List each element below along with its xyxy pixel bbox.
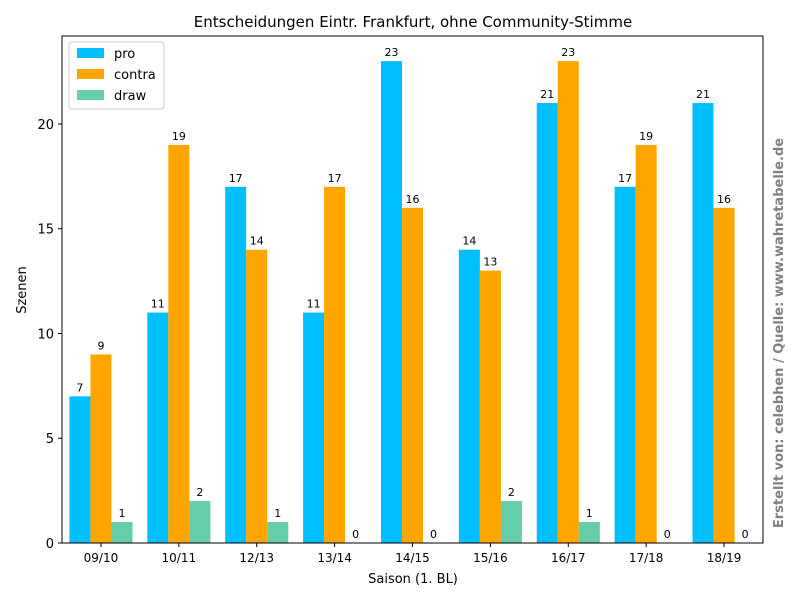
bar-contra-16-17 <box>557 61 579 543</box>
legend-label-contra: contra <box>114 68 156 83</box>
data-label-draw: 1 <box>274 507 281 520</box>
data-label-pro: 7 <box>76 381 83 394</box>
bar-pro-17-18 <box>614 186 636 544</box>
x-tick-label: 13/14 <box>317 551 352 565</box>
y-tick-label: 20 <box>37 118 54 133</box>
y-tick-label: 0 <box>46 537 54 552</box>
bar-contra-12-13 <box>246 249 268 543</box>
bar-pro-12-13 <box>225 186 247 544</box>
bar-contra-13-14 <box>324 186 346 544</box>
data-label-pro: 17 <box>618 172 632 185</box>
legend: pro contra draw <box>68 41 165 110</box>
legend-swatch-draw <box>77 90 104 100</box>
bar-contra-18-19 <box>713 207 735 543</box>
x-tick-label: 16/17 <box>551 551 586 565</box>
data-label-contra: 19 <box>172 130 186 143</box>
bar-draw-09-10 <box>111 522 133 543</box>
y-tick-label: 15 <box>37 223 54 238</box>
chart-title: Entscheidungen Eintr. Frankfurt, ohne Co… <box>194 13 632 31</box>
data-label-draw: 1 <box>118 507 125 520</box>
bar-draw-15-16 <box>500 501 522 543</box>
data-label-contra: 16 <box>717 193 731 206</box>
data-label-draw: 0 <box>742 528 749 541</box>
data-label-pro: 14 <box>462 235 476 248</box>
y-axis-label: Szenen <box>15 266 30 314</box>
legend-swatch-contra <box>77 69 104 79</box>
y-tick-label: 5 <box>46 432 54 447</box>
bar-pro-10-11 <box>147 312 169 543</box>
bar-contra-09-10 <box>90 354 112 543</box>
bar-draw-12-13 <box>267 522 289 543</box>
x-tick-label: 10/11 <box>162 551 197 565</box>
source-credit: Erstellt von: celebhen / Quelle: www.wah… <box>772 138 787 528</box>
data-label-pro: 11 <box>151 298 165 311</box>
bar-contra-10-11 <box>168 144 190 544</box>
data-label-contra: 23 <box>561 46 575 59</box>
legend-label-draw: draw <box>114 89 147 104</box>
data-label-contra: 16 <box>406 193 420 206</box>
data-label-draw: 1 <box>586 507 593 520</box>
data-label-draw: 0 <box>430 528 437 541</box>
bar-pro-14-15 <box>380 61 402 543</box>
bar-draw-10-11 <box>189 501 211 543</box>
data-label-contra: 9 <box>97 339 104 352</box>
data-label-draw: 2 <box>508 486 515 499</box>
x-tick-label: 18/19 <box>707 551 742 565</box>
data-label-draw: 0 <box>352 528 359 541</box>
bar-pro-13-14 <box>303 312 325 543</box>
data-label-pro: 23 <box>384 46 398 59</box>
bar-contra-17-18 <box>635 144 657 544</box>
x-tick-label: 17/18 <box>629 551 664 565</box>
bar-pro-09-10 <box>69 396 91 543</box>
y-axis: 0 5 10 15 20 <box>37 118 62 552</box>
x-tick-label: 14/15 <box>395 551 430 565</box>
data-label-pro: 21 <box>540 88 554 101</box>
x-tick-label: 15/16 <box>473 551 508 565</box>
bar-draw-16-17 <box>578 522 600 543</box>
bar-pro-18-19 <box>692 103 714 543</box>
legend-swatch-pro <box>77 48 104 58</box>
x-tick-label: 12/13 <box>239 551 274 565</box>
plot-area: 7911119217141111702316014132212311719021… <box>61 35 764 544</box>
data-label-pro: 11 <box>307 298 321 311</box>
data-label-contra: 13 <box>483 256 497 269</box>
data-label-draw: 2 <box>196 486 203 499</box>
x-axis-label: Saison (1. BL) <box>368 572 458 587</box>
data-label-contra: 17 <box>328 172 342 185</box>
bar-pro-15-16 <box>458 249 480 543</box>
y-tick-label: 10 <box>37 327 54 342</box>
bar-contra-14-15 <box>401 207 424 543</box>
data-label-draw: 0 <box>664 528 671 541</box>
data-label-contra: 19 <box>639 130 653 143</box>
bar-contra-15-16 <box>479 270 501 543</box>
data-label-contra: 14 <box>250 235 264 248</box>
legend-label-pro: pro <box>114 47 135 62</box>
bar-pro-16-17 <box>536 103 558 543</box>
data-label-pro: 21 <box>696 88 710 101</box>
x-tick-label: 09/10 <box>84 551 119 565</box>
x-axis: 09/10 10/11 12/13 13/14 14/15 15/16 16/17 17/18… <box>84 543 742 565</box>
data-label-pro: 17 <box>229 172 243 185</box>
